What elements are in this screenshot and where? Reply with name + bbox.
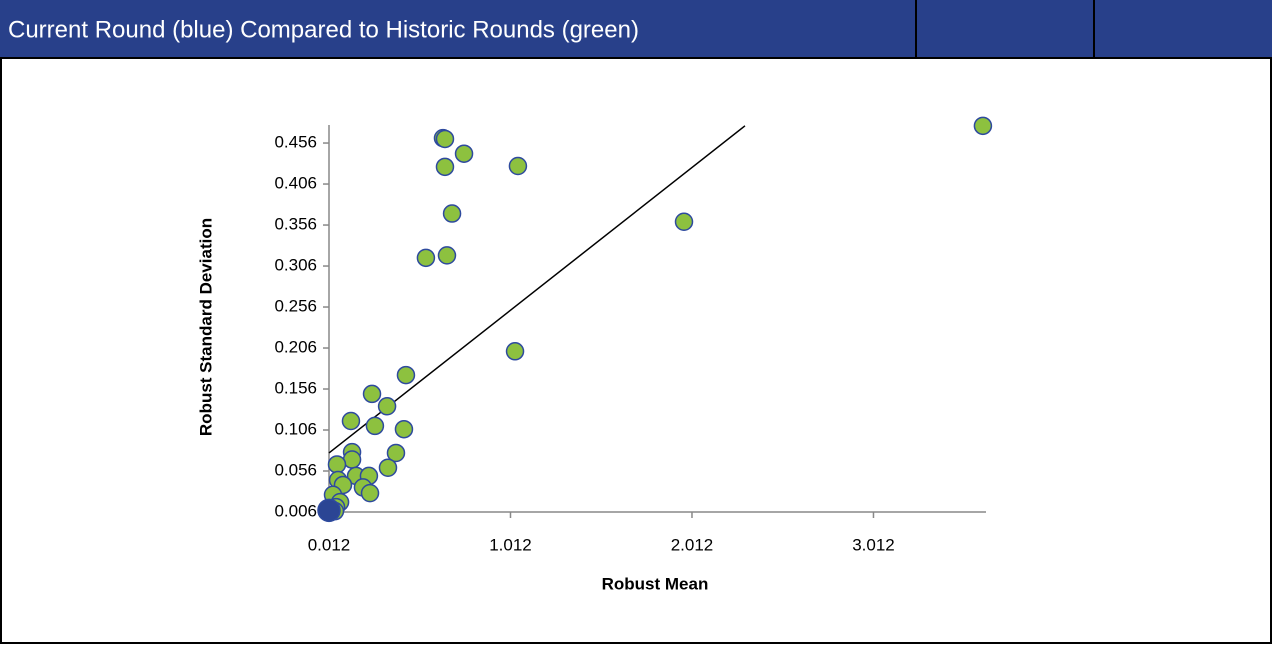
data-point xyxy=(416,248,436,268)
data-point xyxy=(362,384,382,404)
data-point xyxy=(435,157,455,177)
frame xyxy=(0,57,1272,644)
data-point xyxy=(442,204,462,223)
y-axis-title: Robust Standard Deviation xyxy=(196,218,215,436)
y-tick-label: 0.406 xyxy=(274,174,317,193)
trendline xyxy=(328,125,746,454)
y-tick-label: 0.356 xyxy=(274,215,317,234)
data-point xyxy=(378,458,398,477)
x-axis-title: Robust Mean xyxy=(602,574,709,593)
x-tick-label: 3.012 xyxy=(852,535,895,554)
data-point xyxy=(454,144,474,163)
data-point xyxy=(508,156,528,176)
y-tick-label: 0.106 xyxy=(274,419,317,438)
header-title: Current Round (blue) Compared to Histori… xyxy=(8,16,639,43)
y-tick-label: 0.006 xyxy=(274,501,317,520)
data-point xyxy=(437,246,457,265)
y-tick-label: 0.206 xyxy=(274,338,317,357)
data-point xyxy=(386,443,406,463)
y-tick-label: 0.056 xyxy=(274,460,317,479)
data-point xyxy=(360,483,380,503)
data-point xyxy=(674,212,694,231)
data-point xyxy=(396,365,416,385)
data-point xyxy=(341,411,361,431)
data-point xyxy=(394,419,414,439)
data-point xyxy=(973,116,993,136)
x-tick-label: 0.012 xyxy=(308,535,351,554)
header-bar xyxy=(0,0,1272,58)
data-point xyxy=(505,342,525,361)
x-tick-label: 2.012 xyxy=(671,535,714,554)
data-point xyxy=(317,498,341,523)
y-tick-label: 0.456 xyxy=(274,133,317,152)
x-tick-label: 1.012 xyxy=(489,535,532,554)
data-point xyxy=(377,396,397,416)
data-point xyxy=(365,416,385,436)
y-tick-label: 0.306 xyxy=(274,256,317,275)
y-tick-label: 0.156 xyxy=(274,378,317,397)
data-point xyxy=(435,129,455,149)
y-tick-label: 0.256 xyxy=(274,297,317,316)
data-point xyxy=(327,455,347,474)
